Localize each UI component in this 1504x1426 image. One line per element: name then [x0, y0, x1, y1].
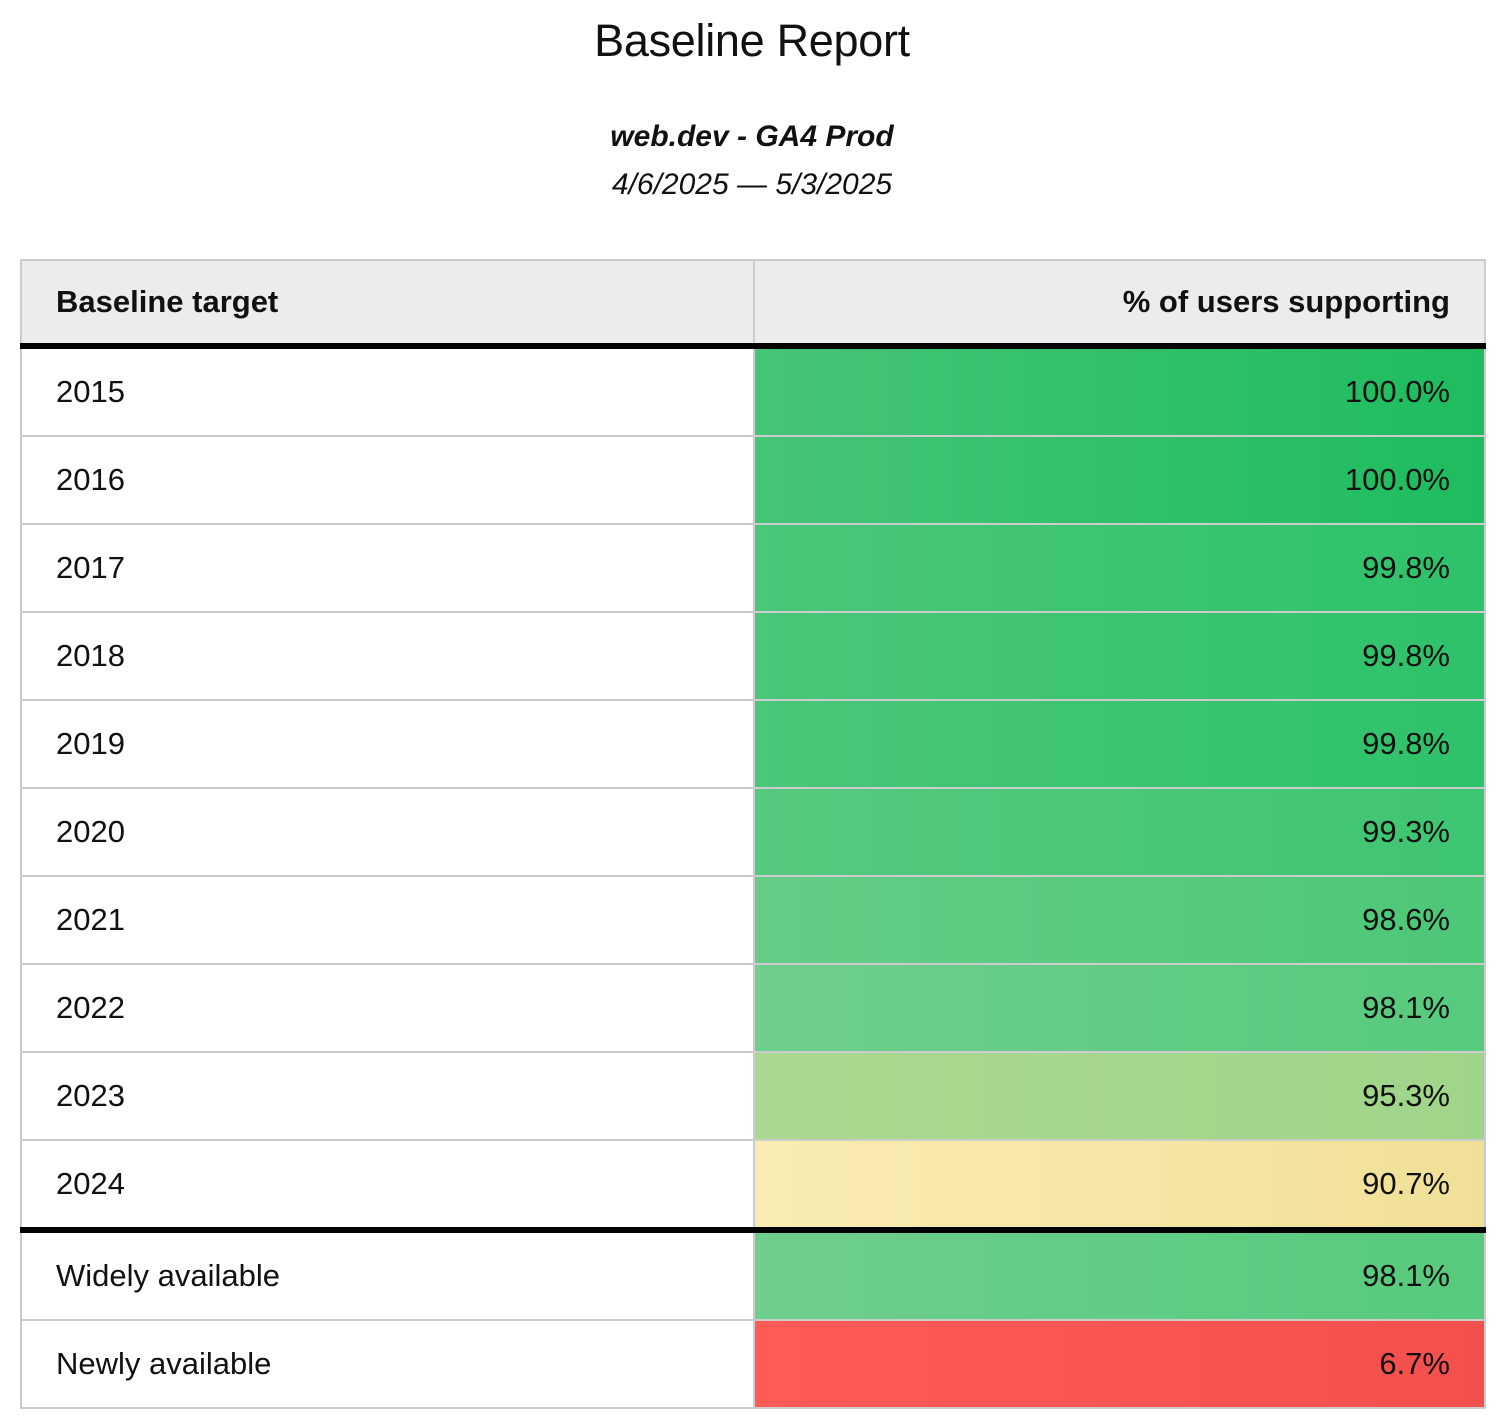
table-row-2018: 2018 99.8%	[20, 610, 1486, 701]
target-label: Newly available	[20, 1318, 755, 1409]
percent-value: 99.8%	[753, 610, 1486, 701]
table-body: 2015 100.0% 2016 100.0% 2017 99.8% 2018 …	[20, 344, 1486, 1409]
percent-value: 95.3%	[753, 1050, 1486, 1141]
page-title: Baseline Report	[594, 15, 910, 66]
target-label: 2017	[20, 522, 755, 613]
percent-value: 99.8%	[753, 522, 1486, 613]
percent-value: 6.7%	[753, 1318, 1486, 1409]
table-row-2016: 2016 100.0%	[20, 434, 1486, 525]
target-label: 2024	[20, 1138, 755, 1231]
target-label: 2022	[20, 962, 755, 1053]
report-date-range: 4/6/2025 — 5/3/2025	[611, 167, 893, 201]
target-label: 2021	[20, 874, 755, 965]
percent-value: 98.1%	[753, 1226, 1486, 1321]
percent-value: 100.0%	[753, 344, 1486, 437]
percent-value: 99.8%	[753, 698, 1486, 789]
target-label: 2018	[20, 610, 755, 701]
target-label: 2019	[20, 698, 755, 789]
table-row-2024: 2024 90.7%	[20, 1138, 1486, 1231]
target-label: 2015	[20, 344, 755, 437]
target-label: Widely available	[20, 1226, 755, 1321]
percent-value: 98.6%	[753, 874, 1486, 965]
table-row-2021: 2021 98.6%	[20, 874, 1486, 965]
percent-value: 100.0%	[753, 434, 1486, 525]
percent-value: 99.3%	[753, 786, 1486, 877]
table-header-row: Baseline target % of users supporting	[20, 258, 1486, 349]
percent-value: 90.7%	[753, 1138, 1486, 1231]
table-row-2022: 2022 98.1%	[20, 962, 1486, 1053]
table-header: Baseline target % of users supporting	[20, 258, 1486, 349]
table-row-newly-available: Newly available 6.7%	[20, 1318, 1486, 1409]
target-label: 2020	[20, 786, 755, 877]
column-header-baseline-target: Baseline target	[20, 258, 755, 349]
table-row-2020: 2020 99.3%	[20, 786, 1486, 877]
report-subtitle: web.dev - GA4 Prod	[610, 119, 894, 153]
target-label: 2023	[20, 1050, 755, 1141]
table-row-2015: 2015 100.0%	[20, 344, 1486, 437]
table-row-widely-available: Widely available 98.1%	[20, 1226, 1486, 1321]
baseline-table: Baseline target % of users supporting 20…	[20, 258, 1486, 1409]
table-row-2017: 2017 99.8%	[20, 522, 1486, 613]
table-row-2019: 2019 99.8%	[20, 698, 1486, 789]
column-header-percent-supporting: % of users supporting	[753, 258, 1486, 349]
target-label: 2016	[20, 434, 755, 525]
percent-value: 98.1%	[753, 962, 1486, 1053]
table-row-2023: 2023 95.3%	[20, 1050, 1486, 1141]
